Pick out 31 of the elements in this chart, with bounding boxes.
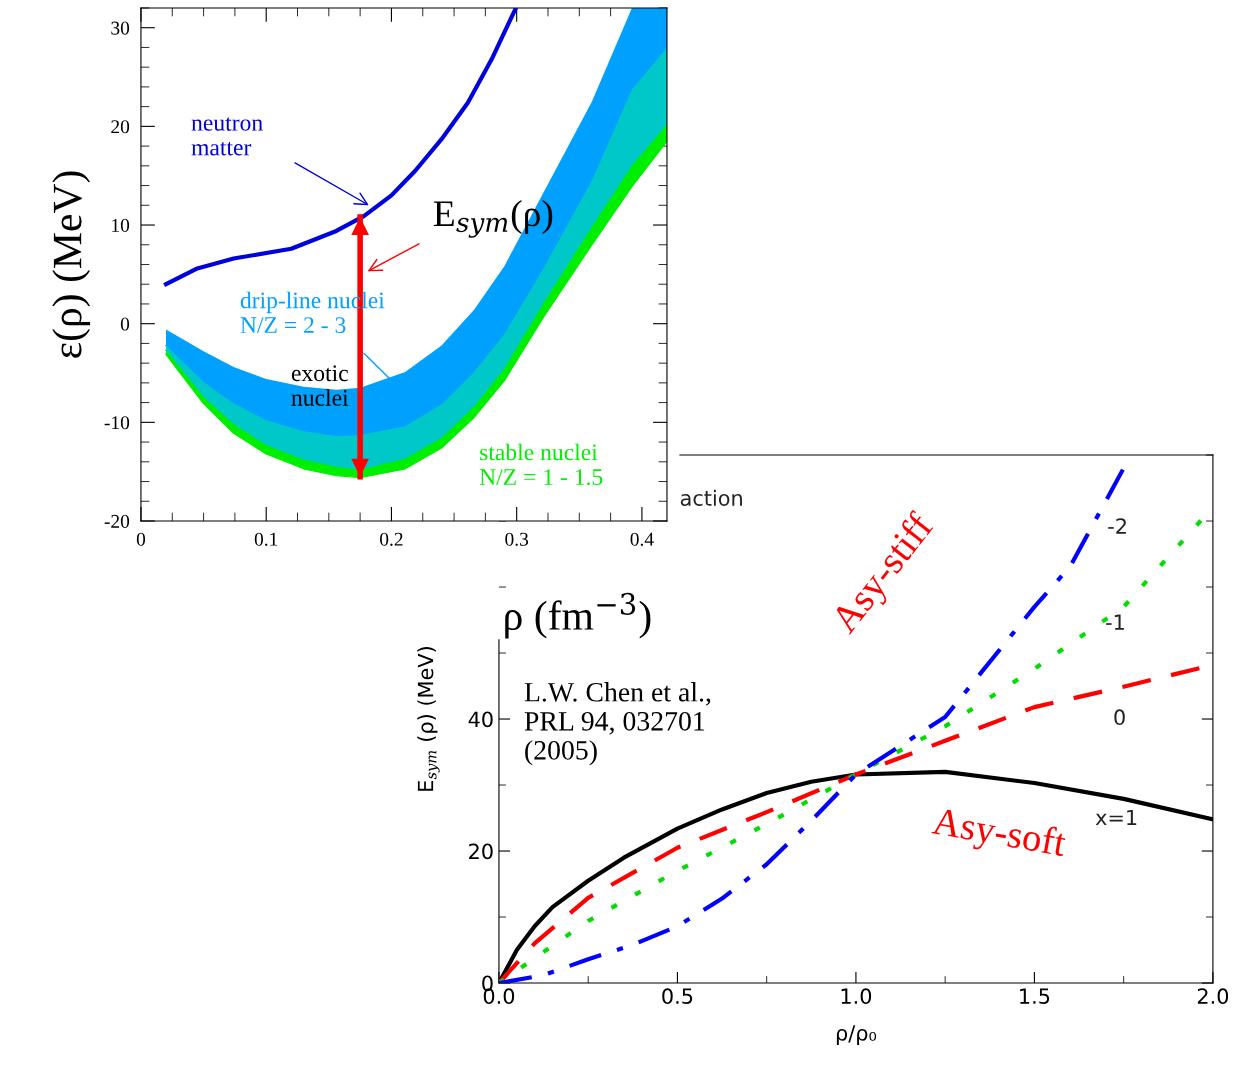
series-label: stable nuclei N/Z = 1 - 1.5 xyxy=(479,443,603,486)
x-tick-label: 0.4 xyxy=(630,532,654,546)
annotation: L.W. Chen et al., PRL 94, 032701 (2005) xyxy=(524,682,711,766)
series-label: -2 xyxy=(1108,518,1126,534)
y-tick-label: 40 xyxy=(468,711,493,728)
series-label: x=1 xyxy=(1095,809,1137,826)
x-tick-label: 1.0 xyxy=(841,988,872,1005)
y-tick-label: 30 xyxy=(111,21,130,35)
annotation: exotic nuclei xyxy=(291,365,349,406)
x-tick-label: 0.3 xyxy=(505,532,529,546)
y-tick-label: 10 xyxy=(112,218,130,232)
series-label: -1 xyxy=(1106,614,1124,630)
y-tick-label: -20 xyxy=(104,514,130,528)
x-tick-label: 1.5 xyxy=(1020,988,1050,1005)
y-tick-label: 20 xyxy=(469,843,493,860)
y-tick-label: 20 xyxy=(111,120,130,134)
y-tick-label: -10 xyxy=(104,416,130,430)
x-axis-title: ρ (fm$^{−3}$) xyxy=(505,592,651,639)
x-tick-label: 2.0 xyxy=(1197,988,1229,1005)
x-axis-title: ρ/ρ₀ xyxy=(836,1025,877,1045)
annotation: action xyxy=(680,489,742,506)
annotation: Asy-soft xyxy=(930,806,1068,865)
x-tick-label: 0 xyxy=(136,532,146,546)
y-axis-title: E$_{sym}$ (ρ) (MeV) xyxy=(417,647,440,791)
x-tick-label: 0.5 xyxy=(662,988,693,1005)
x-tick-label: 0.1 xyxy=(254,532,278,546)
text: neutron matter xyxy=(191,117,263,156)
y-tick-label: 0 xyxy=(120,317,130,331)
series-label: 0 xyxy=(1114,709,1125,726)
x-tick-label: 0.2 xyxy=(380,532,403,546)
y-axis-title: ε(ρ) (MeV) xyxy=(52,171,91,358)
